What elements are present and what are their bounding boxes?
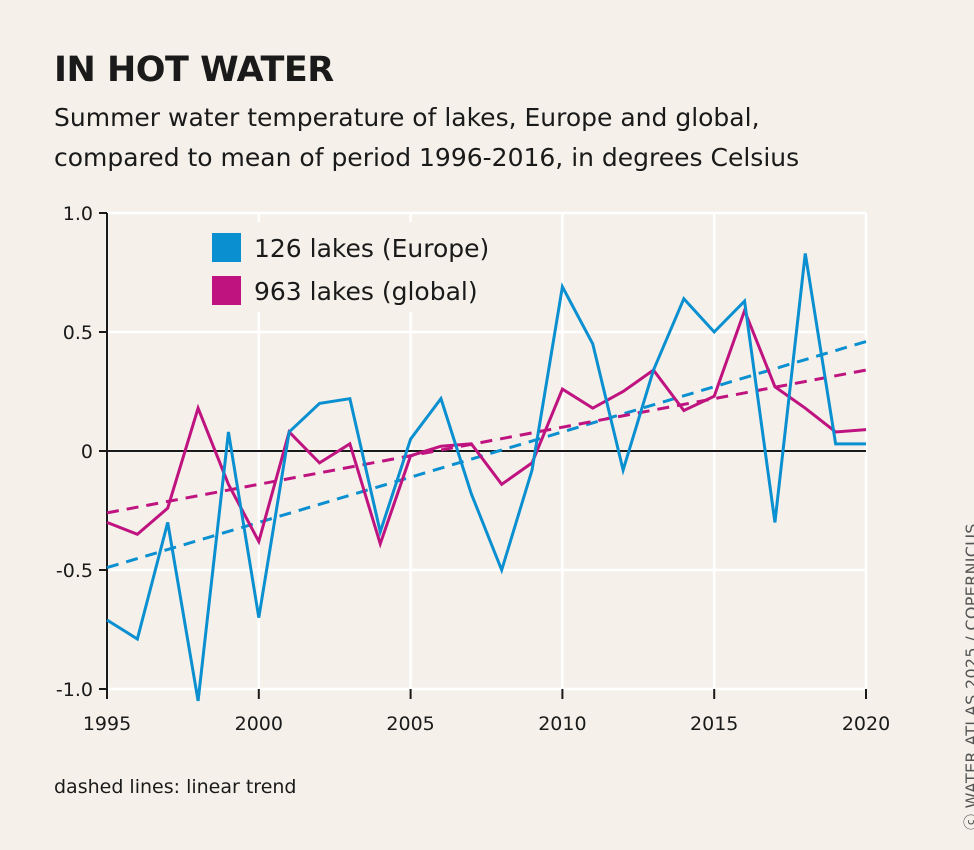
legend-label-0: 126 lakes (Europe) — [254, 234, 489, 263]
x-tick-label: 2005 — [386, 713, 434, 735]
legend-swatch-1 — [212, 276, 241, 305]
chart-title: IN HOT WATER — [54, 50, 334, 90]
y-tick-label: 0 — [81, 441, 93, 463]
source-credit: ⓒ WATER ATLAS 2025 / COPERNICUS — [962, 523, 974, 830]
x-tick-label: 2020 — [842, 713, 890, 735]
x-tick-label: 2000 — [235, 713, 283, 735]
y-tick-label: -1.0 — [56, 679, 93, 701]
subtitle-line-2: compared to mean of period 1996-2016, in… — [54, 143, 800, 172]
chart-subtitle: Summer water temperature of lakes, Europ… — [54, 98, 934, 178]
trend-line-1 — [106, 368, 867, 515]
trend-note: dashed lines: linear trend — [54, 776, 297, 798]
x-tick-label: 2010 — [538, 713, 586, 735]
y-tick-label: 0.5 — [63, 322, 93, 344]
series-line-1 — [106, 306, 867, 549]
y-tick-label: -0.5 — [56, 560, 93, 582]
legend-background — [200, 222, 500, 312]
trend-line-0 — [106, 340, 867, 570]
y-tick-label: 1.0 — [63, 203, 93, 225]
series-line-0 — [106, 253, 866, 702]
subtitle-line-1: Summer water temperature of lakes, Europ… — [54, 103, 760, 132]
x-tick-label: 1995 — [83, 713, 131, 735]
legend-label-1: 963 lakes (global) — [254, 277, 478, 306]
legend-swatch-0 — [212, 233, 241, 262]
x-tick-label: 2015 — [690, 713, 738, 735]
